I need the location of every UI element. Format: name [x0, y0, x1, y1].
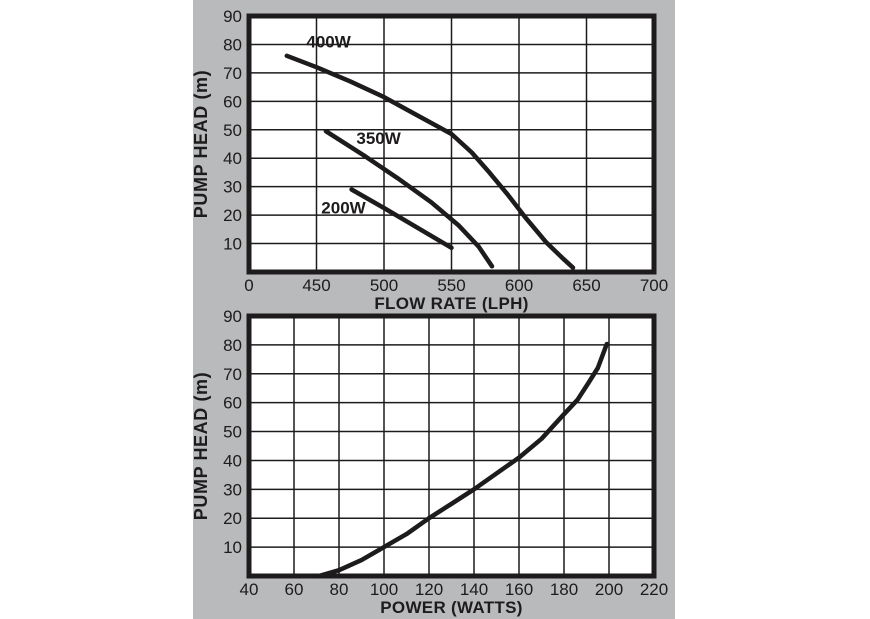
x-tick-label: 40 [240, 580, 259, 599]
y-tick-label: 90 [223, 307, 242, 326]
y-tick-label: 90 [223, 7, 242, 26]
power-chart: 40 60 80 100 120 140 160 180 200 220 10 20 30 40 50 60 7… [191, 307, 668, 617]
plot-border [246, 313, 657, 579]
curve-label-200w: 200W [321, 199, 366, 218]
flow-rate-chart: 400W 350W 200W 0 450 500 550 600 650 700 10 20 30 40 5… [191, 7, 668, 313]
y-tick-label: 70 [223, 365, 242, 384]
plot-area [249, 316, 654, 576]
y-tick-label: 50 [223, 423, 242, 442]
x-tick-label: 220 [640, 580, 668, 599]
y-tick-label: 70 [223, 64, 242, 83]
y-axis-title: PUMP HEAD (m) [191, 372, 211, 520]
y-axis-title: PUMP HEAD (m) [191, 70, 211, 218]
curve-350w [323, 128, 495, 269]
x-tick-label: 700 [640, 276, 668, 295]
x-tick-label: 0 [244, 276, 253, 295]
plot-border [246, 13, 657, 275]
y-tick-label: 80 [223, 35, 242, 54]
x-tick-label: 180 [550, 580, 578, 599]
y-tick-label: 20 [223, 206, 242, 225]
curve-400w [284, 53, 576, 270]
y-tick-label: 30 [223, 178, 242, 197]
y-tick-label: 80 [223, 336, 242, 355]
y-tick-label: 10 [223, 235, 242, 254]
x-tick-label: 160 [505, 580, 533, 599]
x-tick-label: 100 [370, 580, 398, 599]
x-tick-label: 80 [330, 580, 349, 599]
x-tick-label: 120 [415, 580, 443, 599]
x-tick-label: 140 [460, 580, 488, 599]
x-tick-label: 600 [505, 276, 533, 295]
y-tick-label: 50 [223, 121, 242, 140]
y-tick-label: 30 [223, 480, 242, 499]
x-tick-label: 550 [437, 276, 465, 295]
y-tick-label: 60 [223, 394, 242, 413]
curve-label-400w: 400W [306, 32, 351, 51]
chart-panel: 400W 350W 200W 0 450 500 550 600 650 700 10 20 30 40 5… [191, 0, 675, 619]
y-tick-label: 10 [223, 538, 242, 557]
y-tick-label: 60 [223, 92, 242, 111]
x-tick-label: 200 [595, 580, 623, 599]
y-tick-label: 20 [223, 509, 242, 528]
x-tick-label: 60 [285, 580, 304, 599]
x-tick-label: 650 [572, 276, 600, 295]
x-tick-label: 450 [302, 276, 330, 295]
y-tick-label: 40 [223, 149, 242, 168]
x-axis-title: POWER (WATTS) [380, 598, 522, 617]
x-axis-title: FLOW RATE (LPH) [374, 294, 528, 313]
curve-label-350w: 350W [356, 129, 401, 148]
x-tick-label: 500 [370, 276, 398, 295]
y-tick-label: 40 [223, 451, 242, 470]
curve-200w [349, 187, 454, 251]
curve-head-vs-power [316, 341, 610, 579]
